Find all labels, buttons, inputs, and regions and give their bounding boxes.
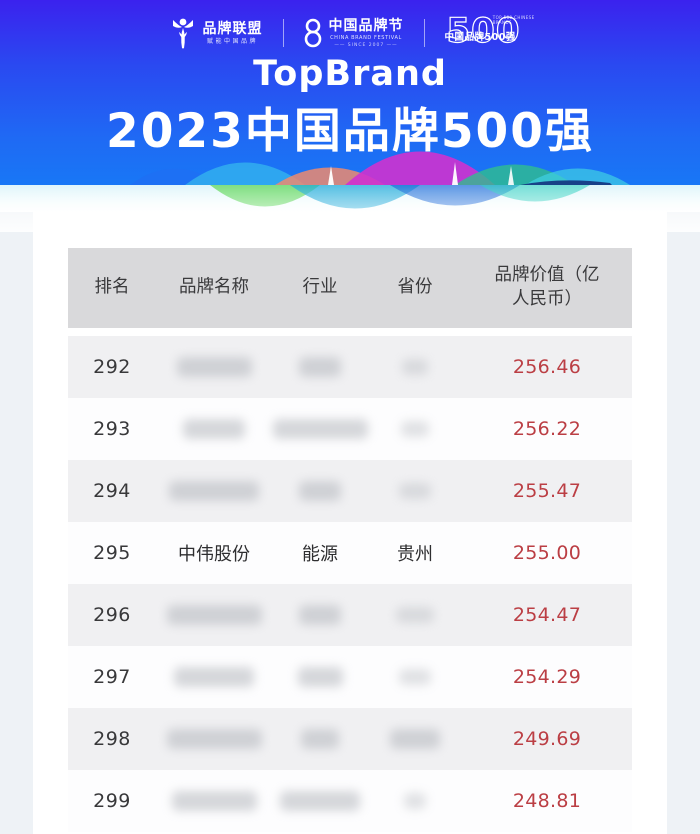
rank-cell: 294 <box>93 480 131 502</box>
title-chinese: 2023中国品牌500强 <box>106 104 594 159</box>
brand-cell-redacted <box>156 667 272 687</box>
table-row: 298 249.69 <box>68 708 632 770</box>
redacted-province-blur <box>401 421 429 437</box>
redacted-brand-blur <box>174 667 254 687</box>
logo-divider <box>423 19 425 47</box>
redacted-industry-blur <box>301 729 339 749</box>
table-row: 293 256.22 <box>68 398 632 460</box>
rank-cell: 297 <box>93 666 131 688</box>
title-english: TopBrand <box>253 54 447 94</box>
industry-cell-redacted <box>272 667 368 687</box>
industry-cell: 能源 <box>302 544 338 565</box>
brand-cell-redacted <box>156 605 272 625</box>
table-row: 297 254.29 <box>68 646 632 708</box>
rank-cell: 293 <box>93 418 131 440</box>
value-cell: 248.81 <box>512 790 582 812</box>
redacted-province-blur <box>390 729 440 749</box>
column-header-industry: 行业 <box>302 277 338 298</box>
industry-cell-redacted <box>272 791 368 811</box>
logo-divider <box>282 19 284 47</box>
value-cell: 254.47 <box>512 604 582 626</box>
redacted-brand-blur <box>169 481 259 501</box>
province-cell: 贵州 <box>397 544 433 565</box>
table-row: 294 255.47 <box>68 460 632 522</box>
table-row: 296 254.47 <box>68 584 632 646</box>
top500-caption: 中国品牌500强 <box>444 32 516 43</box>
province-cell-redacted <box>368 483 462 499</box>
brand-union-logo: 品牌联盟 赋能中国品牌 <box>170 16 263 50</box>
redacted-industry-blur <box>272 419 368 439</box>
value-cell: 254.29 <box>512 666 582 688</box>
value-cell: 255.00 <box>512 542 582 564</box>
logo-row: 品牌联盟 赋能中国品牌 中国品牌节 CHINA BRAND FESTIVAL —… <box>0 10 700 56</box>
value-cell: 256.46 <box>512 356 582 378</box>
brand-cell-redacted <box>156 729 272 749</box>
rank-cell: 298 <box>93 728 131 750</box>
brand-cell-redacted <box>156 357 272 377</box>
industry-cell-redacted <box>272 357 368 377</box>
value-cell: 256.22 <box>512 418 582 440</box>
top500-big-number: 500 <box>446 10 521 51</box>
redacted-province-blur <box>404 793 426 809</box>
hero-fade-band <box>0 185 700 212</box>
province-cell-redacted <box>368 729 462 749</box>
province-cell-redacted <box>368 607 462 623</box>
column-header-province: 省份 <box>397 277 433 298</box>
redacted-province-blur <box>399 669 431 685</box>
brand-cell: 中伟股份 <box>178 544 250 565</box>
festival-name: 中国品牌节 <box>328 17 404 34</box>
redacted-province-blur <box>402 359 428 375</box>
redacted-brand-blur <box>166 605 262 625</box>
province-cell-redacted <box>368 421 462 437</box>
redacted-industry-blur <box>299 357 341 377</box>
redacted-brand-blur <box>171 791 257 811</box>
table-row: 292 256.46 <box>68 336 632 398</box>
redacted-brand-blur <box>183 419 245 439</box>
province-cell-redacted <box>368 793 462 809</box>
festival-logo: 中国品牌节 CHINA BRAND FESTIVAL —— SINCE 2007… <box>304 16 404 50</box>
redacted-province-blur <box>396 607 434 623</box>
table-row: 299 248.81 <box>68 770 632 832</box>
industry-cell-redacted <box>272 419 368 439</box>
column-header-rank: 排名 <box>94 277 130 298</box>
column-header-value: 品牌价值（亿 人民币） <box>494 265 600 309</box>
province-cell-redacted <box>368 669 462 685</box>
ranking-table: 排名 品牌名称 行业 省份 品牌价值（亿 人民币） 292 256.46 293… <box>68 248 632 832</box>
redacted-industry-blur <box>280 791 360 811</box>
value-cell: 255.47 <box>512 480 582 502</box>
brand-cell-redacted <box>156 481 272 501</box>
redacted-industry-blur <box>299 481 341 501</box>
brand-union-tagline: 赋能中国品牌 <box>206 37 258 45</box>
festival-eight-icon <box>304 18 321 48</box>
rank-cell: 296 <box>93 604 131 626</box>
province-cell-redacted <box>368 359 462 375</box>
column-header-brand: 品牌名称 <box>179 277 249 298</box>
rank-cell: 299 <box>93 790 131 812</box>
festival-subtitle: CHINA BRAND FESTIVAL <box>330 35 402 42</box>
redacted-industry-blur <box>297 667 343 687</box>
rank-cell: 295 <box>93 542 131 564</box>
industry-cell-redacted <box>272 729 368 749</box>
top500-logo: 500 TOP 500 CHINESE BRANDS 中国品牌500强 <box>444 10 535 53</box>
redacted-brand-blur <box>166 729 262 749</box>
redacted-brand-blur <box>176 357 252 377</box>
header-gap <box>68 328 632 336</box>
table-header-row: 排名 品牌名称 行业 省份 品牌价值（亿 人民币） <box>68 248 632 328</box>
festival-since: —— SINCE 2007 —— <box>334 42 398 48</box>
value-cell: 249.69 <box>512 728 582 750</box>
industry-cell-redacted <box>272 605 368 625</box>
table-row: 295 中伟股份 能源 贵州 255.00 <box>68 522 632 584</box>
redacted-industry-blur <box>299 605 341 625</box>
industry-cell-redacted <box>272 481 368 501</box>
redacted-province-blur <box>399 483 431 499</box>
brand-cell-redacted <box>156 791 272 811</box>
brand-cell-redacted <box>156 419 272 439</box>
rank-cell: 292 <box>93 356 131 378</box>
brand-union-name: 品牌联盟 <box>202 20 263 37</box>
brand-union-figure-icon <box>172 18 193 49</box>
top500-tiny-caption: TOP 500 CHINESE BRANDS <box>492 15 535 26</box>
